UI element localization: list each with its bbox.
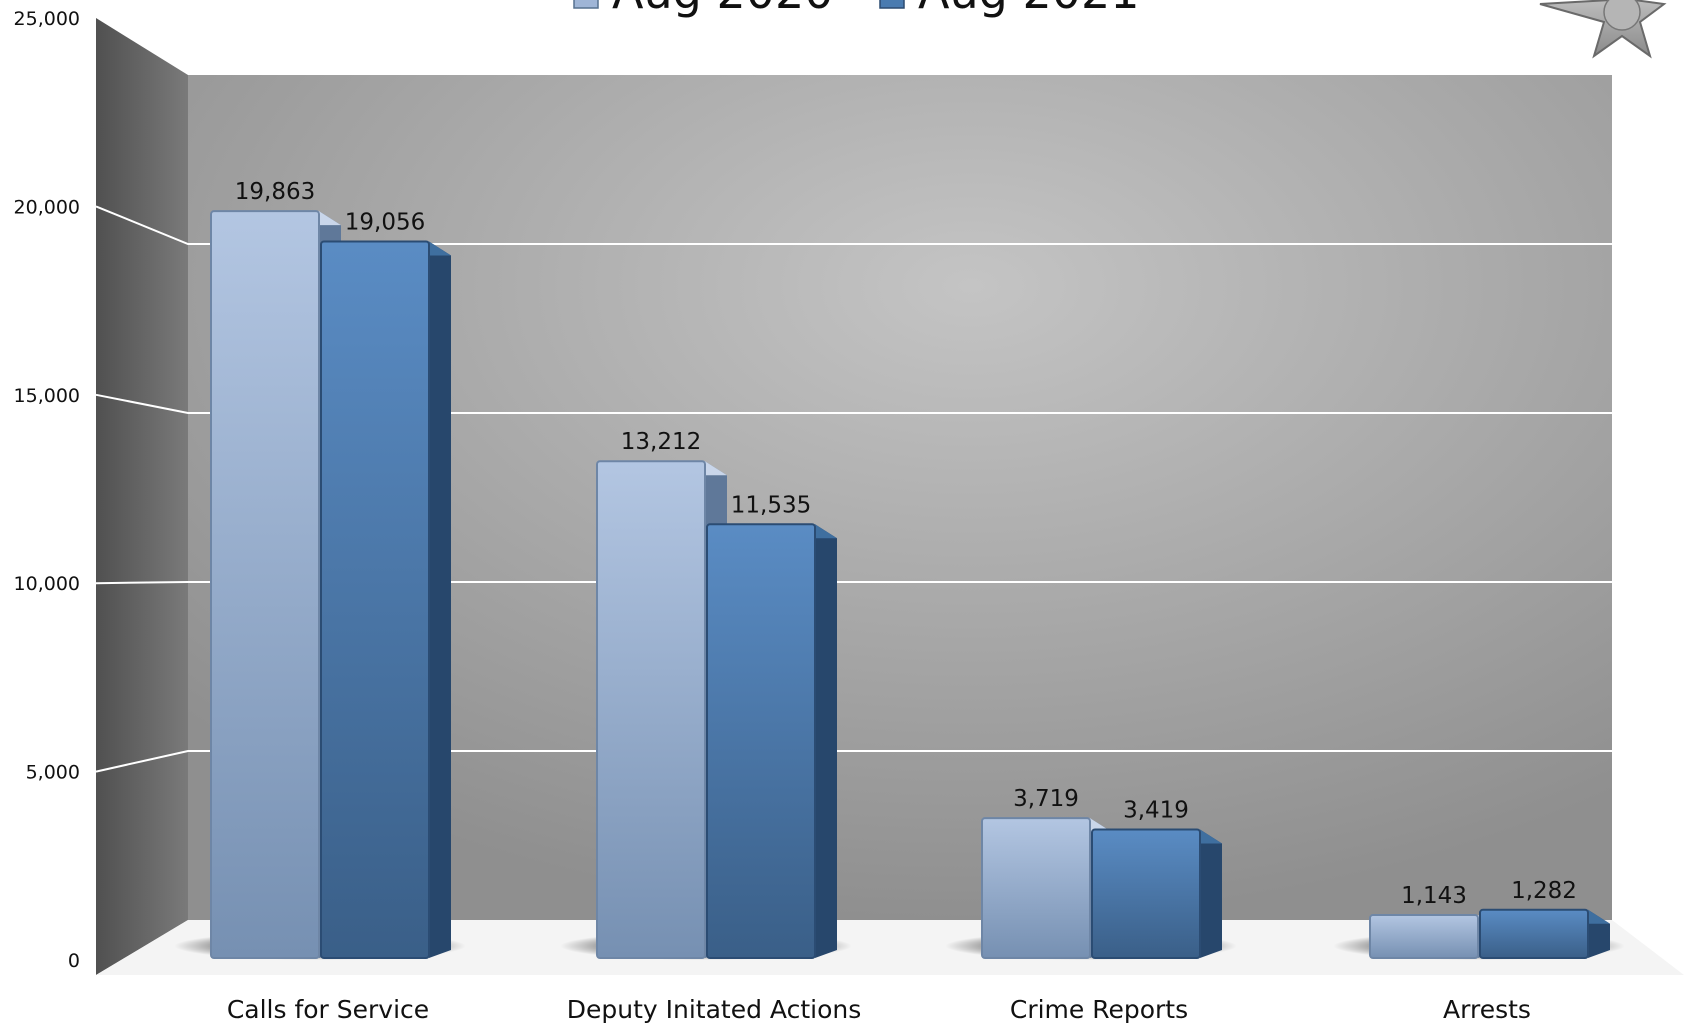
legend-swatch-series-1 — [573, 0, 599, 9]
y-tick-label: 5,000 — [26, 762, 80, 784]
y-tick-label: 25,000 — [14, 8, 80, 30]
bar — [1091, 828, 1201, 960]
x-category-label: Crime Reports — [1010, 995, 1188, 1024]
bar — [320, 240, 430, 960]
data-label: 11,535 — [731, 492, 811, 518]
bar-side — [815, 524, 837, 958]
gridline — [95, 205, 1612, 245]
data-labels: 19,863 19,056 13,212 11,535 3,719 3,419 1,143 1… — [235, 179, 1577, 909]
data-label: 3,719 — [1013, 786, 1079, 812]
bar — [981, 817, 1091, 959]
sheriff-star-badge-icon — [1539, 0, 1667, 59]
gridline — [95, 581, 1612, 585]
data-label: 13,212 — [621, 429, 701, 455]
chart-floor — [96, 920, 1684, 975]
x-category-label: Calls for Service — [227, 995, 429, 1024]
legend-label-series-1: Aug 2020 — [612, 0, 834, 19]
x-category-label: Arrests — [1443, 995, 1531, 1024]
x-category-label: Deputy Initated Actions — [567, 995, 862, 1024]
gridline — [95, 393, 1612, 414]
data-label: 19,056 — [345, 209, 425, 235]
data-label: 3,419 — [1123, 797, 1189, 823]
y-tick-label: 15,000 — [14, 385, 80, 407]
bars — [210, 210, 1610, 960]
y-axis-tick-labels: 0 5,000 10,000 15,000 20,000 25,000 — [14, 8, 80, 972]
bar — [706, 523, 816, 959]
bar-side — [1200, 829, 1222, 958]
y-tick-label: 0 — [68, 950, 80, 972]
data-label: 19,863 — [235, 179, 315, 205]
bar — [596, 460, 706, 959]
chart-side-wall — [96, 18, 188, 975]
bar-side — [429, 241, 451, 959]
data-label: 1,143 — [1401, 883, 1467, 909]
x-axis-category-labels: Calls for Service Deputy Initated Actions… — [227, 995, 1531, 1024]
bar — [1369, 914, 1479, 959]
legend: Aug 2020 Aug 2021 — [573, 0, 1140, 19]
legend-swatch-series-2 — [879, 0, 905, 9]
bar — [210, 210, 320, 960]
y-tick-label: 10,000 — [14, 573, 80, 595]
bar — [1479, 908, 1589, 960]
legend-label-series-2: Aug 2021 — [918, 0, 1140, 19]
y-tick-label: 20,000 — [14, 196, 80, 218]
gridline — [95, 750, 1612, 773]
gridlines — [95, 205, 1612, 773]
data-label: 1,282 — [1511, 878, 1577, 904]
